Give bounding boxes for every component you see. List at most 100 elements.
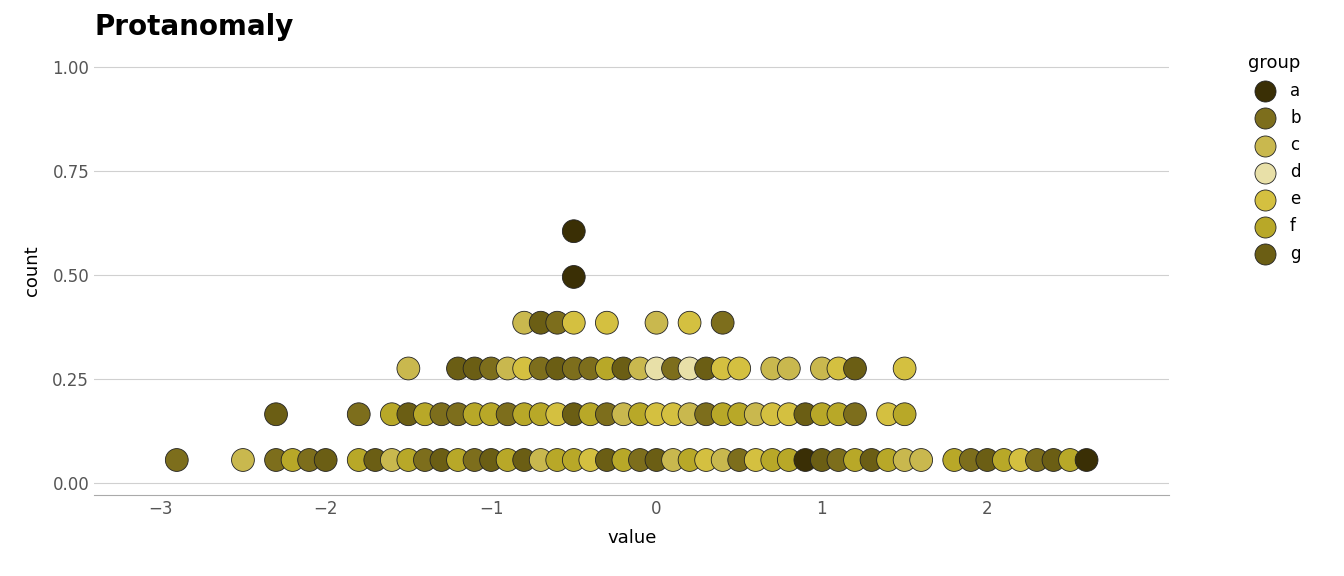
Point [547, 410, 569, 419]
Point [812, 364, 833, 373]
Point [645, 456, 667, 465]
Point [430, 456, 452, 465]
Point [382, 410, 403, 419]
Point [398, 364, 419, 373]
Point [265, 456, 286, 465]
Point [547, 318, 569, 327]
Point [794, 456, 816, 465]
Point [563, 318, 585, 327]
Point [679, 410, 700, 419]
Point [314, 456, 336, 465]
Y-axis label: count: count [23, 245, 42, 296]
Point [679, 364, 700, 373]
Point [712, 364, 734, 373]
Point [878, 456, 899, 465]
Point [597, 318, 618, 327]
Point [414, 410, 435, 419]
Point [563, 364, 585, 373]
Point [613, 410, 634, 419]
Point [480, 456, 501, 465]
Point [762, 456, 784, 465]
Point [943, 456, 965, 465]
Point [778, 456, 800, 465]
Point [745, 456, 766, 465]
Point [448, 456, 469, 465]
Point [530, 318, 551, 327]
Point [712, 410, 734, 419]
Point [778, 410, 800, 419]
Point [828, 410, 849, 419]
Point [563, 272, 585, 282]
Point [993, 456, 1015, 465]
Point [348, 410, 370, 419]
Point [844, 364, 866, 373]
Point [645, 364, 667, 373]
Point [695, 456, 716, 465]
Point [812, 410, 833, 419]
Point [878, 410, 899, 419]
Point [629, 410, 650, 419]
Point [597, 456, 618, 465]
Point [513, 456, 535, 465]
Point [480, 410, 501, 419]
Point [414, 456, 435, 465]
Point [265, 410, 286, 419]
Point [663, 410, 684, 419]
Point [480, 364, 501, 373]
Point [977, 456, 999, 465]
Point [1027, 456, 1048, 465]
Point [382, 456, 403, 465]
X-axis label: value: value [607, 529, 656, 547]
Point [282, 456, 304, 465]
Point [497, 410, 519, 419]
Point [645, 410, 667, 419]
Point [530, 456, 551, 465]
Point [233, 456, 254, 465]
Point [547, 364, 569, 373]
Point [762, 410, 784, 419]
Point [613, 456, 634, 465]
Point [464, 410, 485, 419]
Point [712, 318, 734, 327]
Point [960, 456, 981, 465]
Point [812, 456, 833, 465]
Point [778, 364, 800, 373]
Point [679, 318, 700, 327]
Point [464, 456, 485, 465]
Point [579, 456, 601, 465]
Point [348, 456, 370, 465]
Point [513, 364, 535, 373]
Point [894, 364, 915, 373]
Point [645, 318, 667, 327]
Point [844, 410, 866, 419]
Point [910, 456, 931, 465]
Point [745, 410, 766, 419]
Point [894, 410, 915, 419]
Legend: a, b, c, d, e, f, g: a, b, c, d, e, f, g [1249, 54, 1301, 263]
Point [894, 456, 915, 465]
Point [464, 364, 485, 373]
Point [398, 410, 419, 419]
Point [364, 456, 386, 465]
Point [695, 364, 716, 373]
Point [1009, 456, 1031, 465]
Point [695, 410, 716, 419]
Point [679, 456, 700, 465]
Point [1043, 456, 1064, 465]
Point [497, 456, 519, 465]
Text: Protanomaly: Protanomaly [94, 13, 293, 41]
Point [430, 410, 452, 419]
Point [448, 364, 469, 373]
Point [167, 456, 188, 465]
Point [1059, 456, 1081, 465]
Point [860, 456, 882, 465]
Point [547, 456, 569, 465]
Point [629, 364, 650, 373]
Point [579, 364, 601, 373]
Point [728, 410, 750, 419]
Point [663, 456, 684, 465]
Point [448, 410, 469, 419]
Point [712, 456, 734, 465]
Point [597, 364, 618, 373]
Point [762, 364, 784, 373]
